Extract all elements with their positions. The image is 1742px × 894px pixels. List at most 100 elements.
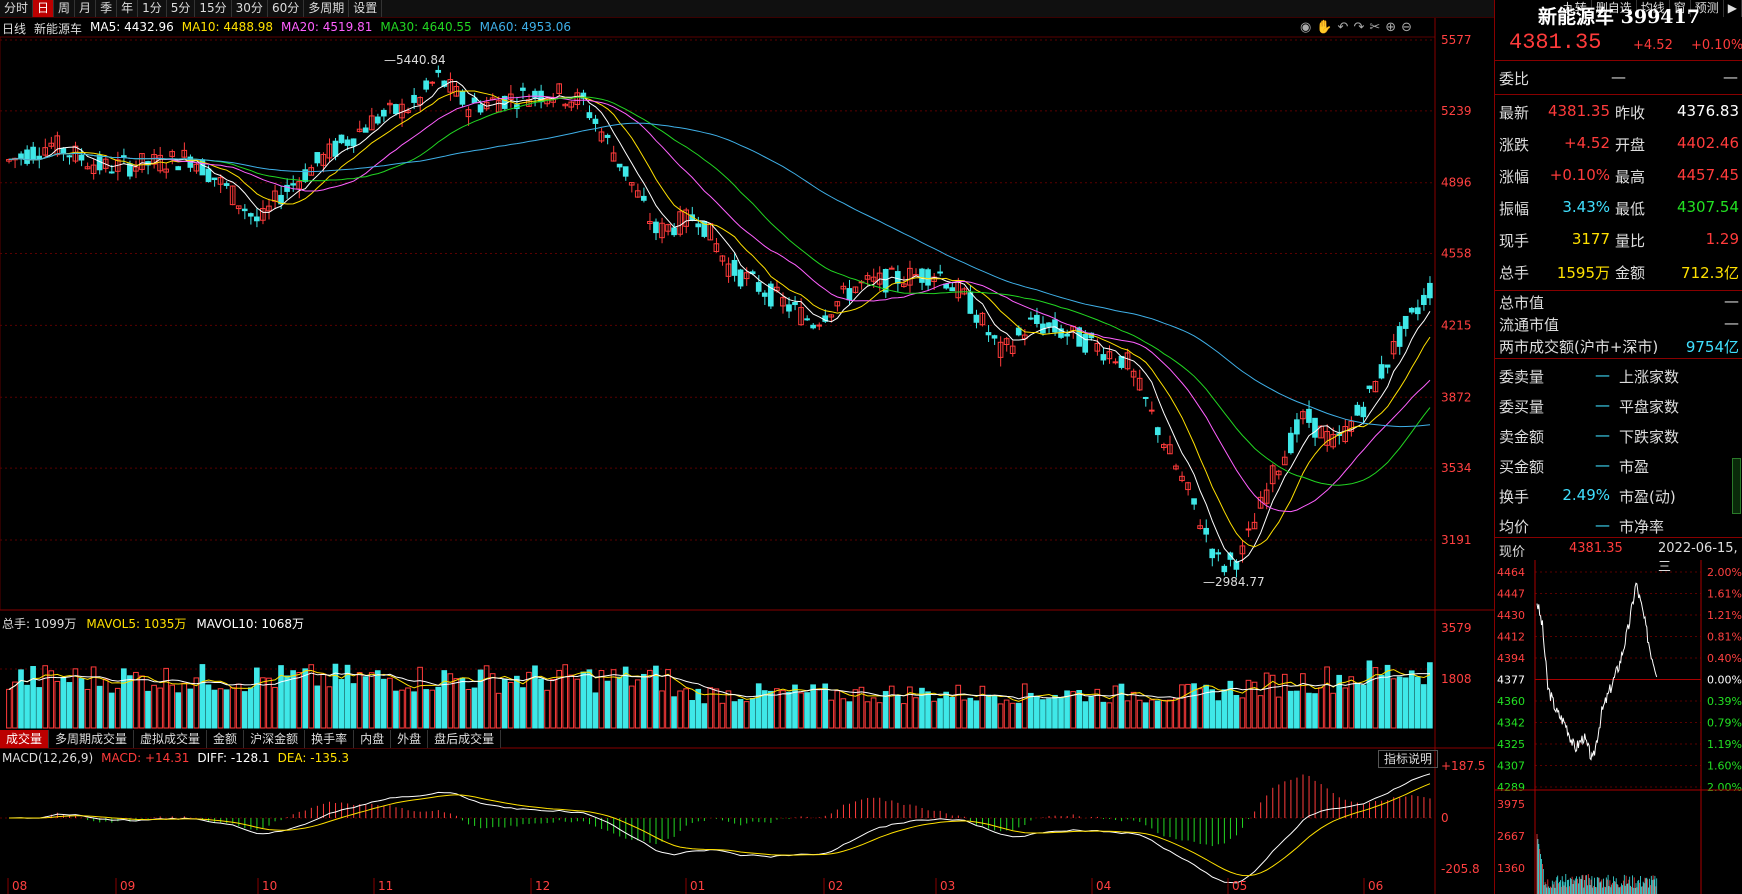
- volume-bar: [54, 680, 61, 729]
- candle-body: [919, 268, 925, 283]
- period-tab[interactable]: 分时: [0, 0, 34, 17]
- volume-bar: [235, 683, 242, 729]
- undo-icon[interactable]: ↶: [1337, 20, 1349, 35]
- quote-label: 总手: [1499, 264, 1530, 282]
- intraday-pct-label: 0.39%: [1707, 695, 1742, 708]
- period-tab[interactable]: 年: [117, 0, 139, 17]
- candle-body: [1179, 475, 1185, 481]
- volume-bar: [96, 685, 103, 729]
- volume-bar: [211, 689, 218, 729]
- candle-body: [1354, 404, 1361, 416]
- volume-bar: [435, 686, 442, 729]
- toolbar-right-button[interactable]: 窗: [1670, 0, 1691, 17]
- toolbar-right-button[interactable]: 预测: [1691, 0, 1724, 17]
- period-tab[interactable]: 15分: [195, 0, 232, 17]
- volume-bar: [864, 701, 871, 729]
- scissors-icon[interactable]: ✂: [1369, 20, 1381, 35]
- volume-bar: [556, 669, 562, 729]
- kline-chart[interactable]: 5577 5239 4896 4558 4215 3872 3534 3191 —5440.84…: [0, 0, 1494, 894]
- scroll-handle[interactable]: [1732, 458, 1741, 514]
- quote-value: +0.10%: [1549, 166, 1610, 184]
- dea-value: DEA: -135.3: [277, 751, 349, 765]
- volume-bar: [84, 688, 91, 729]
- volume-tab[interactable]: 外盘: [391, 730, 429, 748]
- period-tab[interactable]: 5分: [167, 0, 196, 17]
- toolbar-right-button[interactable]: 九转: [1559, 0, 1592, 17]
- candle-body: [888, 267, 895, 270]
- period-tab[interactable]: 60分: [268, 0, 305, 17]
- candle-body: [1348, 420, 1355, 432]
- volume-tab[interactable]: 金额: [207, 730, 245, 748]
- period-tab[interactable]: 30分: [232, 0, 268, 17]
- volume-bar: [6, 688, 12, 729]
- candle-body: [1402, 315, 1409, 329]
- zoom-out-icon[interactable]: ⊖: [1401, 20, 1413, 35]
- volume-bar: [955, 684, 962, 729]
- volume-bar: [628, 685, 635, 729]
- candle-body: [332, 140, 339, 157]
- volume-bar: [1167, 699, 1173, 729]
- period-tab[interactable]: 季: [96, 0, 118, 17]
- ma10-line: [8, 90, 1431, 548]
- period-tab[interactable]: 多周期: [304, 0, 350, 17]
- period-tab[interactable]: 设置: [349, 0, 383, 17]
- candle-body: [792, 302, 798, 306]
- volume-tab[interactable]: 换手率: [305, 730, 355, 748]
- period-tab[interactable]: 1分: [138, 0, 167, 17]
- volume-bar: [495, 692, 502, 729]
- volume-tab[interactable]: 沪深金额: [244, 730, 306, 748]
- intraday-pct-label: 1.61%: [1707, 588, 1742, 601]
- candle-body: [1136, 377, 1143, 391]
- candle-body: [973, 314, 980, 323]
- volume-bar: [362, 676, 369, 729]
- candle-body: [556, 83, 562, 94]
- price-axis-label: 3534: [1441, 461, 1472, 475]
- volume-tab[interactable]: 盘后成交量: [428, 730, 502, 748]
- intraday-price-label: 4464: [1497, 566, 1525, 579]
- price-axis-label: 4896: [1441, 176, 1472, 190]
- period-tab[interactable]: 周: [54, 0, 76, 17]
- volume-bar: [181, 682, 188, 729]
- candle-body: [211, 177, 218, 181]
- volume-bar: [804, 692, 810, 729]
- candle-body: [1366, 385, 1373, 390]
- volume-tab[interactable]: 多周期成交量: [49, 730, 135, 748]
- quote-label: 量比: [1615, 232, 1646, 250]
- month-label: 10: [262, 879, 277, 893]
- quote-row: 涨跌 +4.52 开盘 4402.46: [1495, 130, 1742, 162]
- candle-body: [30, 146, 36, 160]
- volume-bar: [707, 687, 714, 729]
- redo-icon[interactable]: ↷: [1353, 20, 1365, 35]
- volume-bar: [399, 689, 405, 729]
- hand-icon[interactable]: ✋: [1316, 20, 1333, 35]
- intraday-pct-label: 1.21%: [1707, 609, 1742, 622]
- candle-body: [1034, 314, 1040, 324]
- quote-row: 涨幅 +0.10% 最高 4457.45: [1495, 162, 1742, 194]
- breadth-row: 委买量 — 平盘家数: [1495, 392, 1742, 424]
- volume-tab[interactable]: 内盘: [354, 730, 392, 748]
- volume-bar: [314, 685, 321, 729]
- indicator-help-button[interactable]: 指标说明: [1378, 750, 1439, 768]
- toolbar-right-button[interactable]: 删自选: [1592, 0, 1637, 17]
- macd-value: MACD: +14.31: [101, 751, 190, 765]
- volume-bar: [127, 675, 133, 729]
- intraday-chart[interactable]: 4464 2.00% 4447 1.61% 4430 1.21% 4412 0.81% 4394…: [1495, 560, 1742, 894]
- intraday-price-label: 4342: [1497, 717, 1525, 730]
- mv-value: —: [1724, 292, 1739, 310]
- candle-body: [864, 275, 871, 280]
- play-icon[interactable]: ▶: [1724, 0, 1742, 17]
- volume-bar: [937, 698, 943, 729]
- period-tab[interactable]: 月: [75, 0, 97, 17]
- zoom-in-icon[interactable]: ⊕: [1385, 20, 1397, 35]
- volume-tab[interactable]: 虚拟成交量: [134, 730, 208, 748]
- eye-icon[interactable]: ◉: [1300, 20, 1312, 35]
- weibi-row: 委比 — —: [1495, 64, 1742, 96]
- candle-body: [882, 268, 889, 293]
- volume-bar: [514, 675, 520, 729]
- volume-bar: [1324, 666, 1330, 729]
- volume-tab[interactable]: 成交量: [0, 730, 50, 748]
- volume-bar: [1306, 692, 1312, 729]
- period-tab[interactable]: 日: [33, 0, 55, 17]
- volume-bar: [133, 671, 139, 729]
- toolbar-right-button[interactable]: 均线: [1637, 0, 1670, 17]
